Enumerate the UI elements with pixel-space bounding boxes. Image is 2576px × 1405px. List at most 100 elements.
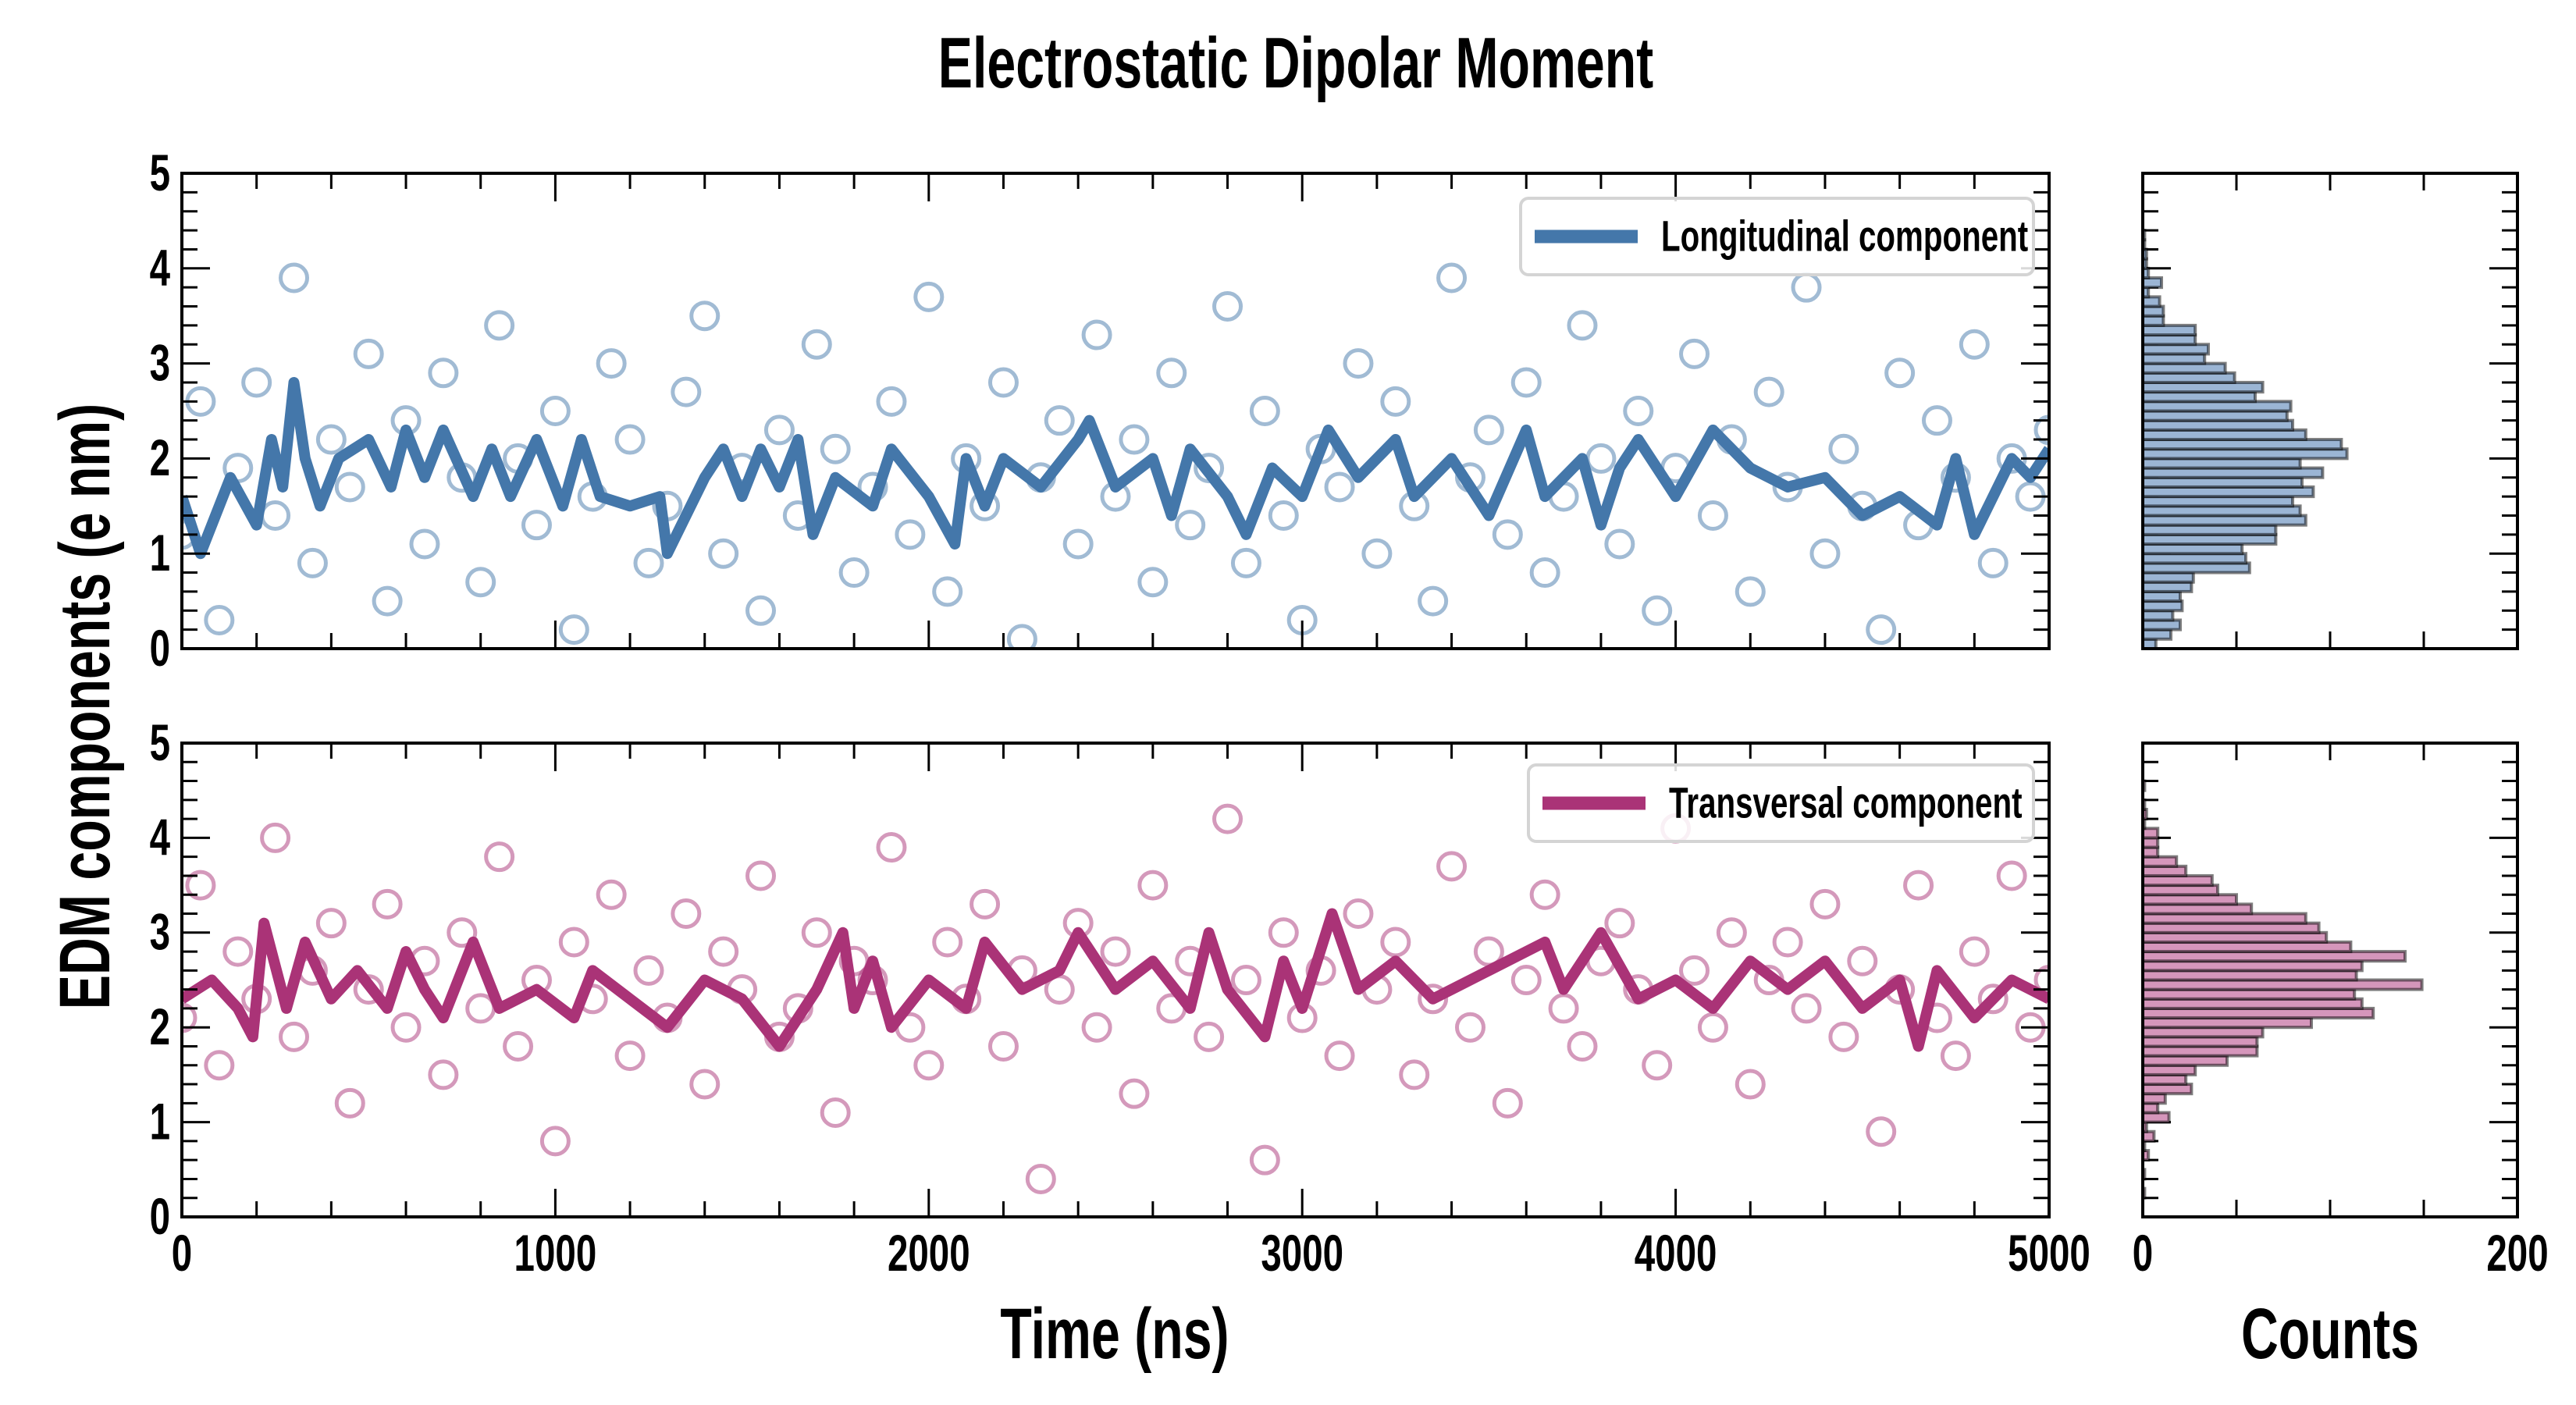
scatter-point bbox=[1809, 538, 1841, 569]
scatter-point bbox=[1343, 348, 1374, 379]
scatter-point bbox=[671, 376, 702, 407]
scatter-point bbox=[1977, 547, 2008, 578]
hist-x-axis-label: Counts bbox=[2241, 1293, 2419, 1373]
scatter-point bbox=[614, 1040, 646, 1072]
y-tick-label: 3 bbox=[150, 335, 170, 392]
scatter-point bbox=[558, 614, 589, 646]
scatter-point bbox=[987, 1030, 1019, 1062]
scatter-point bbox=[1006, 624, 1037, 649]
scatter-point bbox=[1324, 471, 1355, 503]
scatter-point bbox=[1791, 272, 1822, 303]
scatter-point bbox=[484, 841, 515, 873]
scatter-point bbox=[1380, 927, 1411, 958]
x-tick-label: 5000 bbox=[2008, 1225, 2090, 1282]
scatter-point bbox=[1510, 367, 1542, 398]
scatter-point bbox=[1716, 917, 1747, 948]
scatter-point bbox=[315, 908, 347, 939]
legend-label: Transversal component bbox=[1669, 779, 2023, 827]
scatter-point bbox=[1361, 538, 1393, 569]
scatter-point bbox=[204, 1050, 235, 1081]
scatter-point bbox=[1492, 1087, 1523, 1119]
scatter-point bbox=[1119, 1078, 1150, 1109]
scatter-point bbox=[763, 414, 795, 446]
scatter-point bbox=[1585, 443, 1617, 474]
scatter-point bbox=[428, 1059, 459, 1090]
y-tick-label: 3 bbox=[150, 904, 170, 961]
scatter-point bbox=[1156, 357, 1187, 389]
histogram bbox=[2141, 779, 2424, 1200]
scatter-point bbox=[987, 367, 1019, 398]
scatter-point bbox=[1847, 945, 1878, 976]
scatter-point bbox=[1959, 936, 1990, 967]
scatter-point bbox=[1623, 396, 1654, 426]
scatter-point bbox=[596, 879, 627, 910]
scatter-point bbox=[820, 433, 851, 464]
scatter-point bbox=[1903, 870, 1934, 901]
scatter-point bbox=[708, 538, 739, 569]
running-average-line bbox=[182, 908, 2049, 1052]
scatter-point bbox=[334, 1087, 365, 1119]
scatter-point bbox=[182, 1002, 197, 1033]
scatter-point bbox=[1604, 528, 1635, 560]
scatter-point bbox=[1025, 1163, 1056, 1194]
scatter-point bbox=[671, 898, 702, 930]
scatter-point bbox=[1697, 500, 1728, 531]
scatter-point bbox=[1772, 927, 1803, 958]
scatter-point bbox=[1268, 500, 1299, 531]
scatter-point bbox=[1418, 585, 1449, 617]
scatter-point bbox=[447, 917, 478, 948]
scatter-point bbox=[932, 576, 963, 607]
scatter-point bbox=[279, 262, 310, 293]
scatter-point bbox=[1567, 310, 1598, 341]
scatter-point bbox=[539, 396, 571, 426]
scatter-point bbox=[1828, 1021, 1859, 1052]
scatter-point bbox=[1119, 424, 1150, 455]
scatter-point bbox=[1230, 965, 1261, 995]
scatter-point bbox=[1828, 433, 1859, 464]
scatter-point bbox=[1473, 414, 1504, 446]
scatter-point bbox=[876, 832, 907, 863]
scatter-point bbox=[1062, 528, 1094, 560]
scatter-point bbox=[633, 955, 664, 986]
scatter-point bbox=[801, 917, 832, 948]
scatter-point bbox=[503, 1030, 534, 1062]
scatter-point bbox=[2033, 965, 2049, 995]
scatter-point bbox=[260, 822, 291, 853]
scatter-point bbox=[1137, 870, 1169, 901]
hist-x-tick-label: 0 bbox=[2133, 1225, 2153, 1282]
y-tick-label: 1 bbox=[150, 525, 170, 582]
y-tick-label: 2 bbox=[150, 430, 170, 487]
scatter-point bbox=[1212, 291, 1244, 322]
x-tick-label: 3000 bbox=[1261, 1225, 1343, 1282]
scatter-point bbox=[204, 604, 235, 635]
scatter-point bbox=[279, 1021, 310, 1052]
scatter-point bbox=[970, 888, 1001, 919]
y-tick-label: 0 bbox=[150, 620, 170, 677]
scatter-point bbox=[1510, 965, 1542, 995]
panel-longitudinal: 0 1 2 3 4 5 Longitudinal component bbox=[150, 144, 2519, 678]
scatter-point bbox=[633, 547, 664, 578]
scatter-point bbox=[315, 424, 347, 455]
scatter-point bbox=[1977, 984, 2008, 1015]
scatter-point bbox=[484, 310, 515, 341]
y-tick-label: 0 bbox=[150, 1188, 170, 1245]
scatter-point bbox=[390, 1012, 422, 1043]
x-axis-label: Time (ns) bbox=[1000, 1293, 1229, 1373]
x-tick-label: 1000 bbox=[514, 1225, 597, 1282]
scatter-point bbox=[1436, 851, 1468, 882]
scatter-point bbox=[1399, 1059, 1430, 1090]
scatter-point bbox=[1324, 1040, 1355, 1072]
chart-title: Electrostatic Dipolar Moment bbox=[938, 22, 1653, 102]
scatter-point bbox=[1194, 1021, 1225, 1052]
scatter-point bbox=[1996, 860, 2027, 891]
scatter-point bbox=[838, 557, 870, 589]
scatter-point bbox=[1529, 557, 1560, 589]
scatter-point bbox=[539, 1126, 571, 1157]
scatter-point bbox=[1249, 1144, 1280, 1176]
scatter-point bbox=[1548, 993, 1579, 1024]
scatter-point bbox=[1791, 993, 1822, 1024]
scatter-point bbox=[932, 927, 963, 958]
scatter-point bbox=[708, 936, 739, 967]
legend-box bbox=[1519, 197, 2035, 276]
